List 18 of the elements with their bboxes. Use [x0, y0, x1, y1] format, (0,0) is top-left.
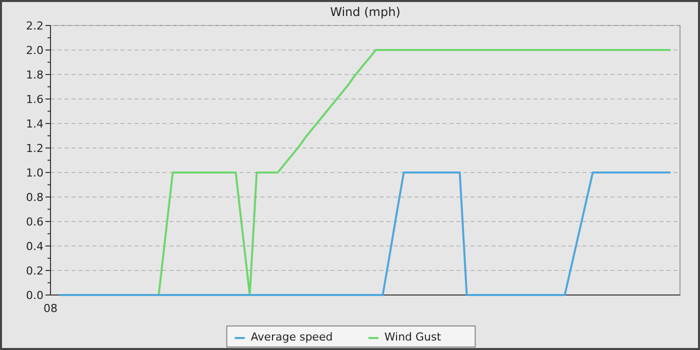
y-tick-label: 1.8 [26, 68, 44, 82]
text: 08 [44, 302, 58, 315]
y-tick-label: 2.0 [26, 44, 44, 57]
y-tick-label: 0.0 [26, 288, 44, 302]
line-series [60, 172, 671, 296]
legend-label: Wind Gust [384, 330, 442, 344]
y-tick-label: 1.4 [26, 117, 44, 130]
y-tick-label: 1.6 [26, 92, 44, 106]
line-series [158, 49, 671, 296]
y-tick-label: 1.0 [26, 166, 44, 180]
y-tick-label: 0.8 [26, 190, 44, 204]
legend-label: Average speed [250, 330, 333, 344]
y-tick-label: 0.6 [26, 215, 44, 228]
chart-title: Wind (mph) [330, 5, 400, 19]
y-tick-label: 2.2 [26, 19, 44, 32]
y-tick-label: 0.4 [26, 240, 44, 253]
y-tick-label: 0.2 [26, 264, 44, 278]
y-tick-label: 1.2 [26, 142, 44, 155]
